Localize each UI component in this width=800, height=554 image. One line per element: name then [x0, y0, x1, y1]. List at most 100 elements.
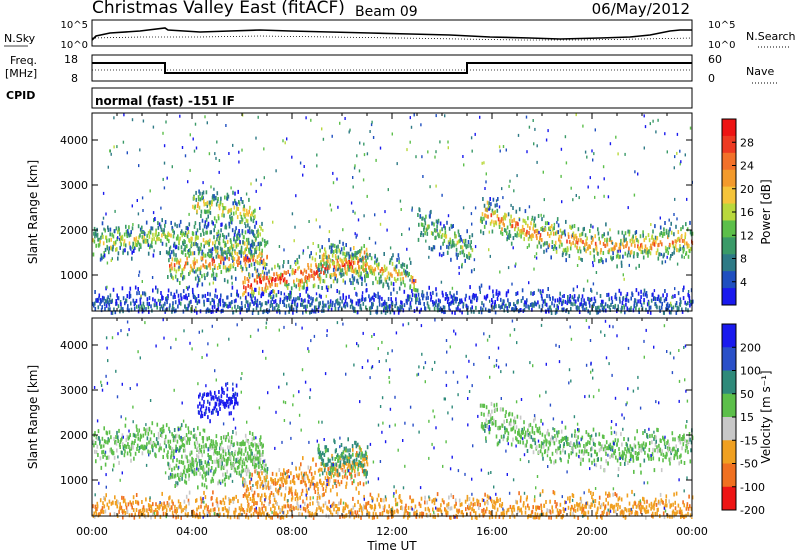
power-cell [470, 299, 472, 304]
power-cell [196, 259, 198, 264]
power-cell [242, 280, 244, 285]
power-scatter-cell [413, 113, 415, 117]
power-cell [248, 209, 250, 214]
power-cell [238, 261, 240, 265]
power-cell [514, 307, 516, 312]
power-cell [659, 225, 662, 230]
power-cell [289, 290, 291, 295]
power-cell [203, 199, 205, 204]
power-cell [261, 221, 263, 226]
power-cell [261, 287, 264, 291]
velocity-cell [138, 428, 140, 433]
power-cell [254, 287, 256, 292]
power-cell [447, 250, 449, 255]
power-cell [610, 240, 613, 245]
velocity-cell [562, 437, 565, 441]
power-cell [549, 296, 551, 301]
power-cell [217, 303, 219, 308]
power-cell [212, 221, 214, 226]
power-cell [336, 249, 338, 254]
power-cell [226, 192, 229, 197]
velocity-cell [181, 472, 184, 477]
power-scatter-cell [132, 223, 134, 226]
velocity-cell [133, 456, 135, 461]
velocity-cell [563, 442, 565, 447]
power-cell [338, 239, 341, 244]
power-cell [567, 299, 569, 304]
power-cell [378, 276, 381, 281]
velocity-cell [489, 427, 491, 432]
power-cell [574, 302, 576, 306]
power-cell [341, 259, 343, 264]
power-cell [678, 306, 680, 311]
power-cell [585, 302, 587, 307]
velocity-cell [534, 416, 536, 421]
power-cell [483, 295, 486, 300]
power-scatter-cell [106, 297, 108, 301]
velocity-cell [350, 474, 353, 479]
power-scatter-cell [409, 257, 411, 261]
power-cell [668, 303, 671, 308]
power-cell [435, 219, 438, 224]
power-scatter-cell [328, 230, 331, 234]
power-cell [645, 235, 647, 240]
velocity-cell [235, 400, 238, 405]
power-cell [221, 203, 224, 207]
power-cell [186, 296, 188, 301]
power-cell [359, 257, 361, 262]
velocity-cell [354, 464, 357, 469]
power-cell [325, 303, 327, 308]
velocity-cell [349, 463, 352, 468]
power-cell [660, 296, 662, 301]
power-cell [590, 287, 592, 292]
velocity-cell [557, 446, 560, 451]
power-cell [168, 232, 171, 237]
velocity-cell [540, 444, 543, 449]
power-cell [214, 276, 217, 281]
power-scatter-cell [586, 155, 588, 159]
velocity-cell [198, 459, 201, 464]
power-scatter-cell [283, 292, 286, 296]
velocity-cell [248, 454, 250, 459]
power-cell [161, 218, 163, 223]
velocity-cell [255, 468, 258, 473]
power-scatter-cell [369, 130, 371, 133]
power-scatter-cell [628, 263, 630, 267]
velocity-cell [263, 463, 265, 468]
velocity-cell [198, 394, 200, 399]
power-cell [337, 244, 339, 249]
velocity-cell [510, 418, 512, 423]
power-cell [602, 234, 604, 238]
velocity-cell [290, 486, 293, 491]
power-cell [659, 252, 661, 257]
power-cell [487, 204, 490, 209]
power-scatter-cell [556, 308, 558, 312]
power-cell [258, 291, 260, 296]
power-cell [161, 241, 164, 246]
power-scatter-cell [653, 289, 656, 293]
power-cell [207, 214, 209, 219]
power-cell [324, 254, 327, 259]
power-cell [451, 310, 453, 315]
power-cell [111, 310, 114, 315]
velocity-cell [325, 488, 327, 493]
power-cell [207, 298, 210, 302]
power-cell [659, 299, 662, 304]
power-cell [123, 232, 126, 237]
power-cell [478, 310, 480, 314]
velocity-cell [513, 421, 515, 426]
power-cell [673, 246, 676, 251]
velocity-cell [500, 407, 502, 412]
power-cell [440, 245, 442, 250]
power-scatter-cell [302, 173, 304, 177]
power-cell [648, 238, 651, 243]
power-cell [180, 229, 183, 234]
power-cell [541, 238, 543, 242]
power-scatter-cell [502, 145, 505, 148]
power-cell [525, 304, 527, 309]
power-cell [376, 280, 379, 285]
power-cell [374, 267, 377, 272]
velocity-cell [125, 438, 128, 443]
power-cell [251, 240, 254, 245]
